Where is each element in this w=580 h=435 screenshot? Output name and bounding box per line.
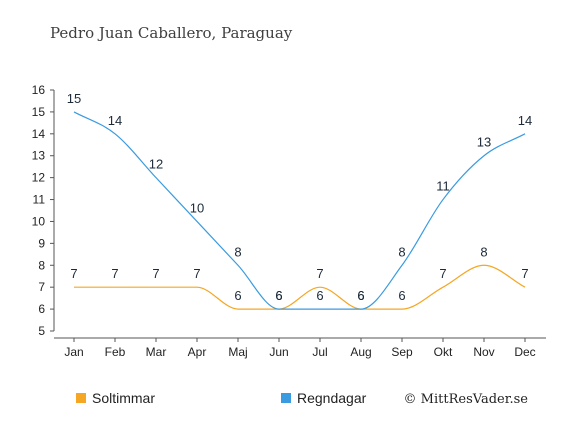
data-label-regndagar: 8 (234, 244, 241, 259)
y-tick-label: 10 (32, 214, 46, 228)
legend-label-soltimmar: Soltimmar (92, 390, 155, 406)
credit-text: © MittResVader.se (404, 392, 529, 407)
legend: Soltimmar Regndagar (76, 390, 367, 406)
data-label-soltimmar: 6 (398, 288, 405, 303)
x-tick-label: Sep (391, 345, 413, 359)
y-tick-label: 11 (33, 193, 46, 207)
data-label-soltimmar: 7 (439, 266, 446, 281)
x-tick-label: Jan (64, 345, 83, 359)
y-tick-label: 5 (38, 324, 45, 338)
data-label-soltimmar: 7 (316, 266, 323, 281)
x-tick-label: Jun (269, 345, 288, 359)
y-tick-label: 12 (32, 171, 46, 185)
data-label-soltimmar: 7 (521, 266, 528, 281)
data-label-regndagar: 6 (275, 288, 282, 303)
series-lines (73, 111, 526, 310)
legend-swatch-soltimmar (76, 393, 86, 403)
data-label-soltimmar: 6 (275, 288, 282, 303)
legend-swatch-regndagar (281, 393, 291, 403)
x-tick-label: Nov (473, 345, 494, 359)
y-tick-label: 9 (38, 236, 45, 250)
x-tick-label: Dec (514, 345, 535, 359)
legend-label-regndagar: Regndagar (297, 390, 367, 406)
x-tick-label: Jul (312, 345, 327, 359)
chart-title: Pedro Juan Caballero, Paraguay (50, 24, 293, 42)
data-label-regndagar: 14 (108, 113, 122, 128)
series-line-regndagar (73, 111, 526, 310)
data-label-soltimmar: 8 (480, 244, 487, 259)
data-label-soltimmar: 7 (111, 266, 118, 281)
x-tick-label: Mar (146, 345, 167, 359)
data-label-regndagar: 11 (436, 179, 450, 194)
y-tick-label: 6 (38, 302, 45, 316)
x-tick-label: Okt (434, 345, 453, 359)
data-label-regndagar: 6 (316, 288, 323, 303)
data-label-regndagar: 13 (477, 135, 491, 150)
y-tick-label: 7 (38, 280, 45, 294)
y-tick-label: 8 (38, 258, 45, 272)
data-label-soltimmar: 7 (193, 266, 200, 281)
y-tick-label: 13 (32, 149, 46, 163)
data-label-regndagar: 12 (149, 157, 163, 172)
y-tick-label: 15 (32, 105, 46, 119)
x-tick-label: Aug (350, 345, 371, 359)
data-label-regndagar: 15 (67, 91, 81, 106)
x-tick-label: Apr (188, 345, 207, 359)
y-axis: 5 6 7 8 9 10 11 12 13 14 15 16 (32, 83, 55, 338)
x-tick-label: Maj (228, 345, 247, 359)
data-label-soltimmar: 6 (234, 288, 241, 303)
data-label-regndagar: 14 (518, 113, 532, 128)
data-label-soltimmar: 7 (152, 266, 159, 281)
data-label-regndagar: 10 (190, 200, 204, 215)
y-tick-label: 14 (32, 127, 46, 141)
data-label-soltimmar: 6 (357, 288, 364, 303)
x-tick-label: Feb (105, 345, 126, 359)
data-label-soltimmar: 7 (70, 266, 77, 281)
data-label-regndagar: 6 (357, 288, 364, 303)
series-line-soltimmar (73, 264, 526, 310)
y-tick-label: 16 (32, 83, 46, 97)
data-label-regndagar: 8 (398, 244, 405, 259)
x-axis: Jan Feb Mar Apr Maj Jun Jul Aug Sep Okt Nov Dec (54, 337, 546, 359)
